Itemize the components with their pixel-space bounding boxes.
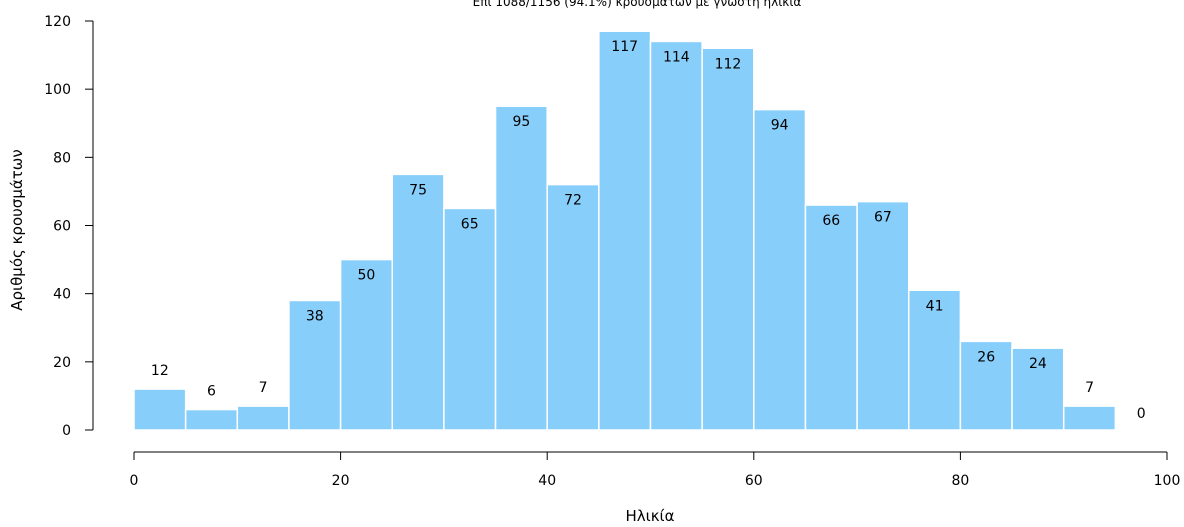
bar-value-label: 24: [1029, 356, 1047, 372]
bar-value-label: 67: [874, 210, 892, 226]
y-tick-label: 100: [44, 82, 71, 98]
histogram-bar: [1062, 405, 1117, 431]
histogram-bar: [856, 200, 910, 431]
bar-value-label: 12: [151, 363, 169, 379]
y-tick-label: 80: [53, 150, 71, 166]
bar-value-label: 0: [1137, 406, 1146, 422]
bar-value-label: 72: [564, 193, 582, 209]
x-tick-label: 0: [130, 473, 139, 489]
histogram-bar: [391, 173, 445, 431]
x-tick-label: 80: [951, 473, 969, 489]
histogram-bar: [701, 47, 755, 431]
chart-subtitle: Επί 1088/1156 (94.1%) κρουσμάτων με γνωσ…: [473, 0, 802, 9]
y-tick-label: 40: [53, 287, 71, 303]
bar-value-label: 75: [409, 182, 427, 198]
histogram-bar: [184, 408, 239, 431]
histogram-bar: [1011, 347, 1065, 431]
bar-value-label: 95: [512, 114, 530, 130]
bar-value-label: 112: [715, 56, 742, 72]
y-tick-label: 60: [53, 219, 71, 235]
y-tick-label: 0: [62, 423, 71, 439]
histogram-bar: [443, 207, 497, 431]
y-axis: 0 20 40 60 80 100 120: [44, 14, 94, 439]
bars-group: [133, 30, 1117, 431]
x-axis-title: Ηλικία: [625, 507, 674, 525]
bar-value-label: 41: [926, 298, 944, 314]
histogram-bar: [649, 40, 703, 431]
histogram-bar: [494, 105, 548, 431]
y-tick-label: 20: [53, 355, 71, 371]
histogram-bar: [959, 340, 1013, 431]
bar-value-label: 94: [771, 118, 789, 134]
histogram-bar: [804, 204, 858, 431]
histogram-bar: [288, 299, 342, 431]
bar-value-label: 7: [1085, 380, 1094, 396]
x-tick-label: 40: [538, 473, 556, 489]
bar-value-label: 117: [611, 39, 638, 55]
bar-value-label: 26: [977, 349, 995, 365]
histogram-bar: [546, 183, 600, 431]
bar-value-label: 66: [822, 213, 840, 229]
bar-value-label: 65: [461, 216, 479, 232]
histogram-bar: [753, 108, 807, 431]
y-tick-label: 120: [44, 14, 71, 30]
histogram-bar: [908, 289, 962, 431]
bar-value-label: 38: [306, 308, 324, 324]
bar-value-label: 114: [663, 49, 690, 65]
x-tick-label: 100: [1154, 473, 1181, 489]
x-tick-label: 60: [745, 473, 763, 489]
histogram-bar: [598, 30, 652, 431]
x-tick-label: 20: [332, 473, 350, 489]
histogram-bar: [236, 405, 290, 431]
histogram-bar: [339, 258, 394, 431]
y-axis-title: Αριθμός κρουσμάτων: [8, 149, 26, 310]
histogram-bar: [133, 388, 187, 431]
bar-value-label: 7: [259, 380, 268, 396]
x-axis: 0 20 40 60 80 100: [130, 451, 1181, 489]
bar-value-label: 6: [207, 384, 216, 400]
bar-value-label: 50: [358, 268, 376, 284]
